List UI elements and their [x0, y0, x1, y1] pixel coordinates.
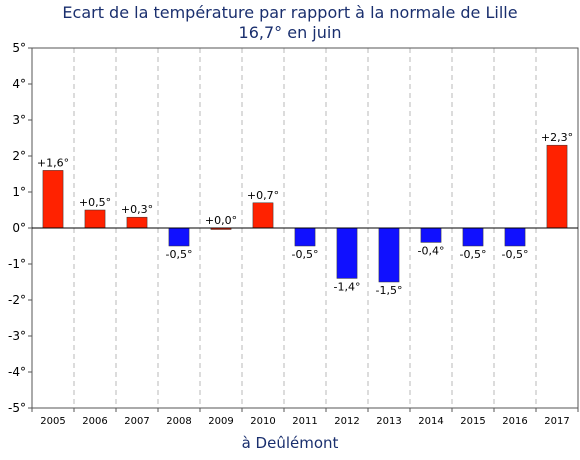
chart-subtitle: 16,7° en juin — [238, 23, 342, 42]
x-tick-label: 2015 — [460, 416, 485, 427]
bar — [126, 216, 148, 229]
x-tick-label: 2014 — [418, 416, 443, 427]
x-tick-label: 2010 — [250, 416, 275, 427]
data-label: -0,5° — [166, 248, 193, 261]
bar — [420, 227, 442, 243]
y-tick-label: 4° — [12, 77, 26, 91]
chart-title: Ecart de la température par rapport à la… — [62, 3, 518, 22]
y-tick-label: 3° — [12, 113, 26, 127]
bar — [504, 227, 526, 247]
bar — [84, 209, 106, 229]
y-tick-label: -2° — [8, 293, 26, 307]
bar — [42, 170, 64, 229]
data-label: +0,7° — [247, 189, 279, 202]
data-label: +2,3° — [541, 131, 573, 144]
data-label: -0,5° — [460, 248, 487, 261]
y-tick-label: -4° — [8, 365, 26, 379]
bar — [294, 227, 316, 247]
y-tick-label: 1° — [12, 185, 26, 199]
y-tick-label: 5° — [12, 41, 26, 55]
data-label: +1,6° — [37, 156, 69, 169]
data-label: +0,0° — [205, 214, 237, 227]
bar — [462, 227, 484, 247]
y-tick-label: -3° — [8, 329, 26, 343]
bar — [546, 144, 568, 229]
bar — [378, 227, 400, 283]
x-axis-label: à Deûlémont — [241, 434, 339, 452]
x-tick-label: 2016 — [502, 416, 527, 427]
x-tick-label: 2007 — [124, 416, 149, 427]
data-label: +0,3° — [121, 203, 153, 216]
bar — [252, 202, 274, 229]
y-tick-label: -1° — [8, 257, 26, 271]
bar — [168, 227, 190, 247]
y-tick-label: 0° — [12, 221, 26, 235]
bar — [336, 227, 358, 279]
data-label: -0,5° — [502, 248, 529, 261]
data-label: -1,4° — [334, 280, 361, 293]
x-tick-label: 2012 — [334, 416, 359, 427]
x-tick-label: 2017 — [544, 416, 569, 427]
data-label: -0,5° — [292, 248, 319, 261]
data-label: +0,5° — [79, 196, 111, 209]
x-tick-label: 2006 — [82, 416, 107, 427]
y-tick-label: -5° — [8, 401, 26, 415]
y-tick-label: 2° — [12, 149, 26, 163]
x-tick-label: 2013 — [376, 416, 401, 427]
data-label: -1,5° — [376, 284, 403, 297]
x-tick-label: 2011 — [292, 416, 317, 427]
x-tick-label: 2005 — [40, 416, 65, 427]
x-tick-label: 2008 — [166, 416, 191, 427]
x-tick-label: 2009 — [208, 416, 233, 427]
data-label: -0,4° — [418, 244, 445, 257]
